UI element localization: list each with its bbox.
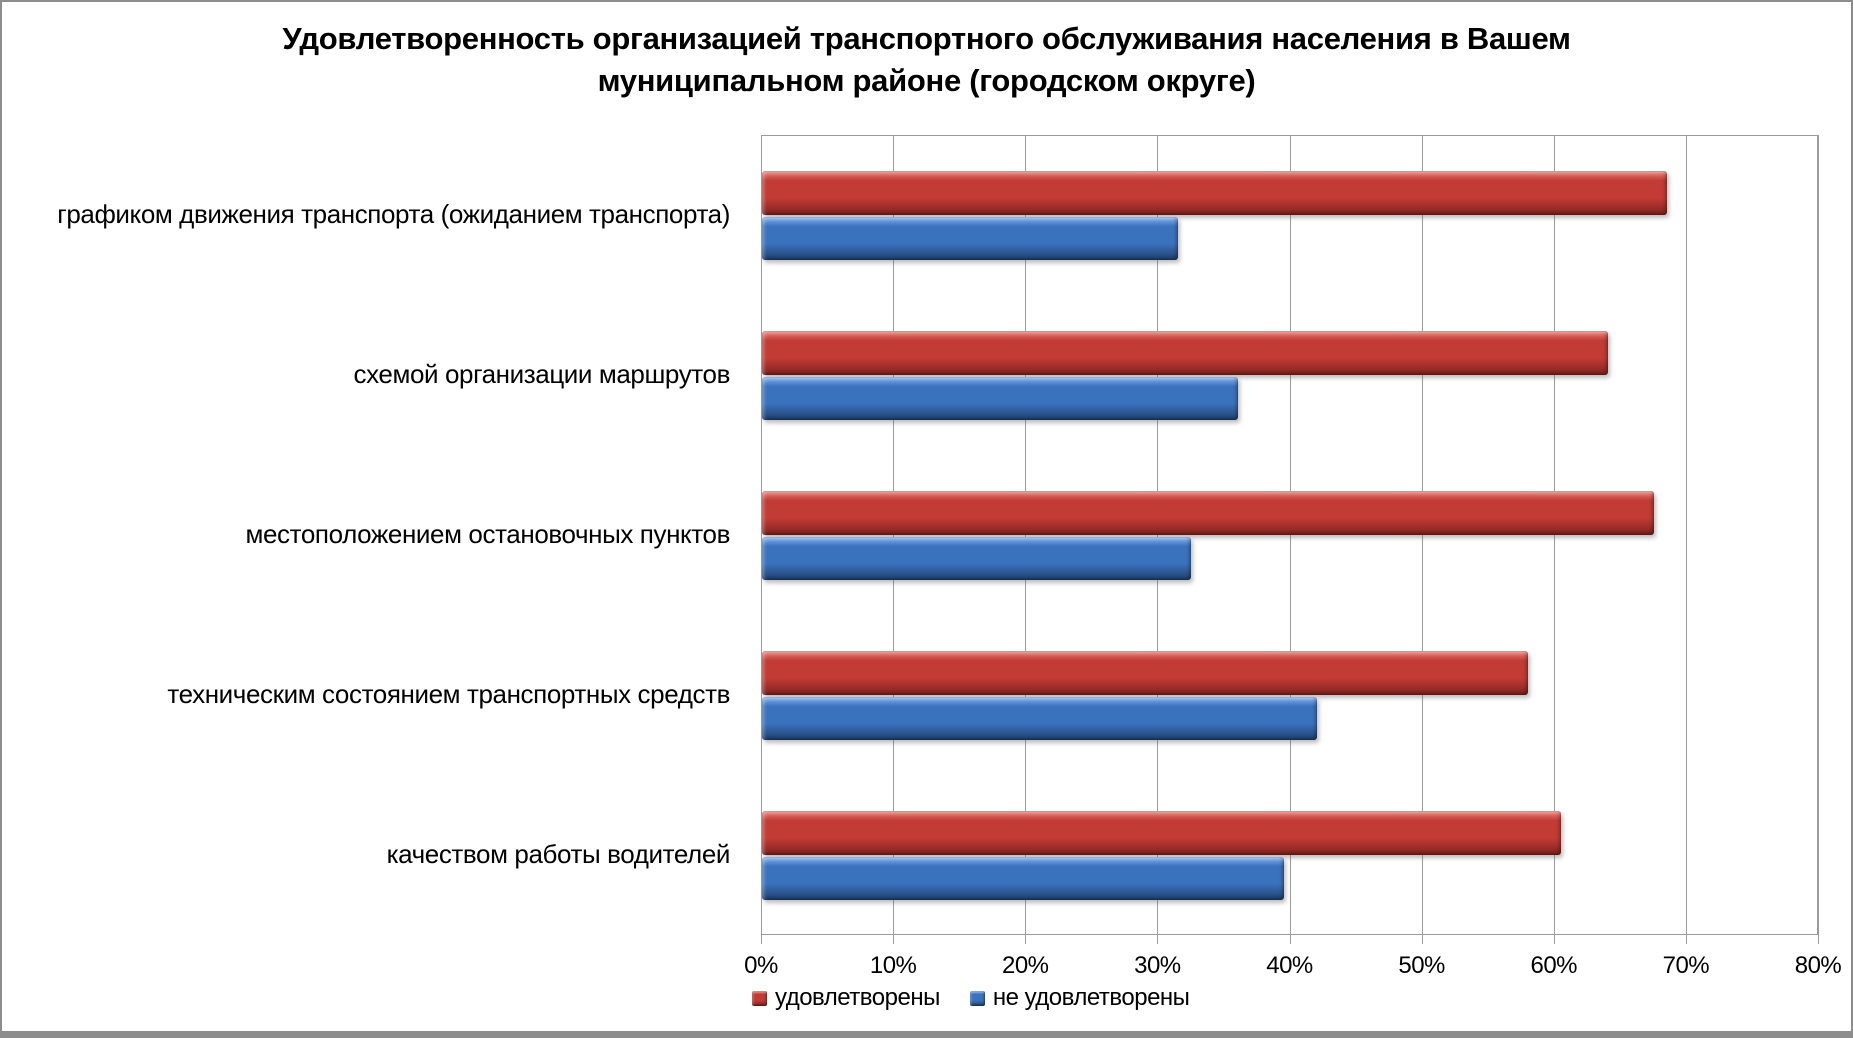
gridline-0% [761,135,762,935]
bar-series-0-category-3 [762,651,1529,695]
category-label-3: техническим состоянием транспортных сред… [167,679,730,710]
bar-series-0-category-1 [762,331,1608,375]
category-label-4: качеством работы водителей [386,839,731,870]
chart-title: Удовлетворенность организацией транспорт… [2,18,1851,102]
axis-tick-label-0%: 0% [744,952,778,979]
gridline-40% [1289,135,1291,935]
legend-label-unsatisfied: не удовлетворены [992,984,1190,1011]
axis-tick-0% [761,935,762,944]
category-label-2: местоположением остановочных пунктов [245,519,731,550]
bar-series-0-category-2 [762,491,1654,535]
chart-title-line-1: Удовлетворенность организацией транспорт… [282,21,1571,56]
axis-tick-20% [1025,935,1027,944]
axis-tick-50% [1421,935,1423,944]
bar-series-1-category-2 [762,537,1192,580]
legend-marker-satisfied-icon [752,990,767,1006]
gridline-70% [1685,135,1687,935]
legend-item-satisfied: удовлетворены [752,984,940,1012]
axis-tick-label-70%: 70% [1662,952,1710,979]
category-label-1: схемой организации маршрутов [353,359,731,390]
axis-tick-60% [1553,935,1555,944]
gridline-20% [1025,135,1027,935]
bar-series-1-category-1 [762,377,1238,420]
bar-series-1-category-3 [762,697,1317,740]
gridline-50% [1421,135,1423,935]
gridline-80% [1818,135,1819,935]
gridline-10% [893,135,895,935]
axis-tick-30% [1157,935,1159,944]
axis-tick-label-20%: 20% [1001,952,1049,979]
gridline-60% [1553,135,1555,935]
bar-series-0-category-0 [762,171,1668,215]
axis-tick-label-60%: 60% [1530,952,1578,979]
axis-tick-label-50%: 50% [1398,952,1445,979]
axis-tick-label-80%: 80% [1794,952,1842,979]
bar-series-1-category-0 [762,217,1179,260]
axis-tick-80% [1818,935,1819,944]
axis-tick-label-10%: 10% [869,952,917,979]
legend-item-unsatisfied: не удовлетворены [969,984,1190,1012]
gridline-30% [1157,135,1159,935]
bar-series-0-category-4 [762,811,1562,855]
chart-title-line-2: муниципальном районе (городском округе) [597,63,1256,98]
legend: удовлетворены не удовлетворены [752,984,1190,1012]
bar-series-1-category-4 [762,857,1284,900]
axis-tick-40% [1289,935,1291,944]
axis-tick-10% [893,935,895,944]
axis-tick-70% [1685,935,1687,944]
category-label-0: графиком движения транспорта (ожиданием … [57,199,730,230]
legend-label-satisfied: удовлетворены [775,984,940,1011]
axis-tick-label-40%: 40% [1266,952,1313,979]
axis-tick-label-30%: 30% [1134,952,1181,979]
legend-marker-unsatisfied-icon [969,990,985,1006]
